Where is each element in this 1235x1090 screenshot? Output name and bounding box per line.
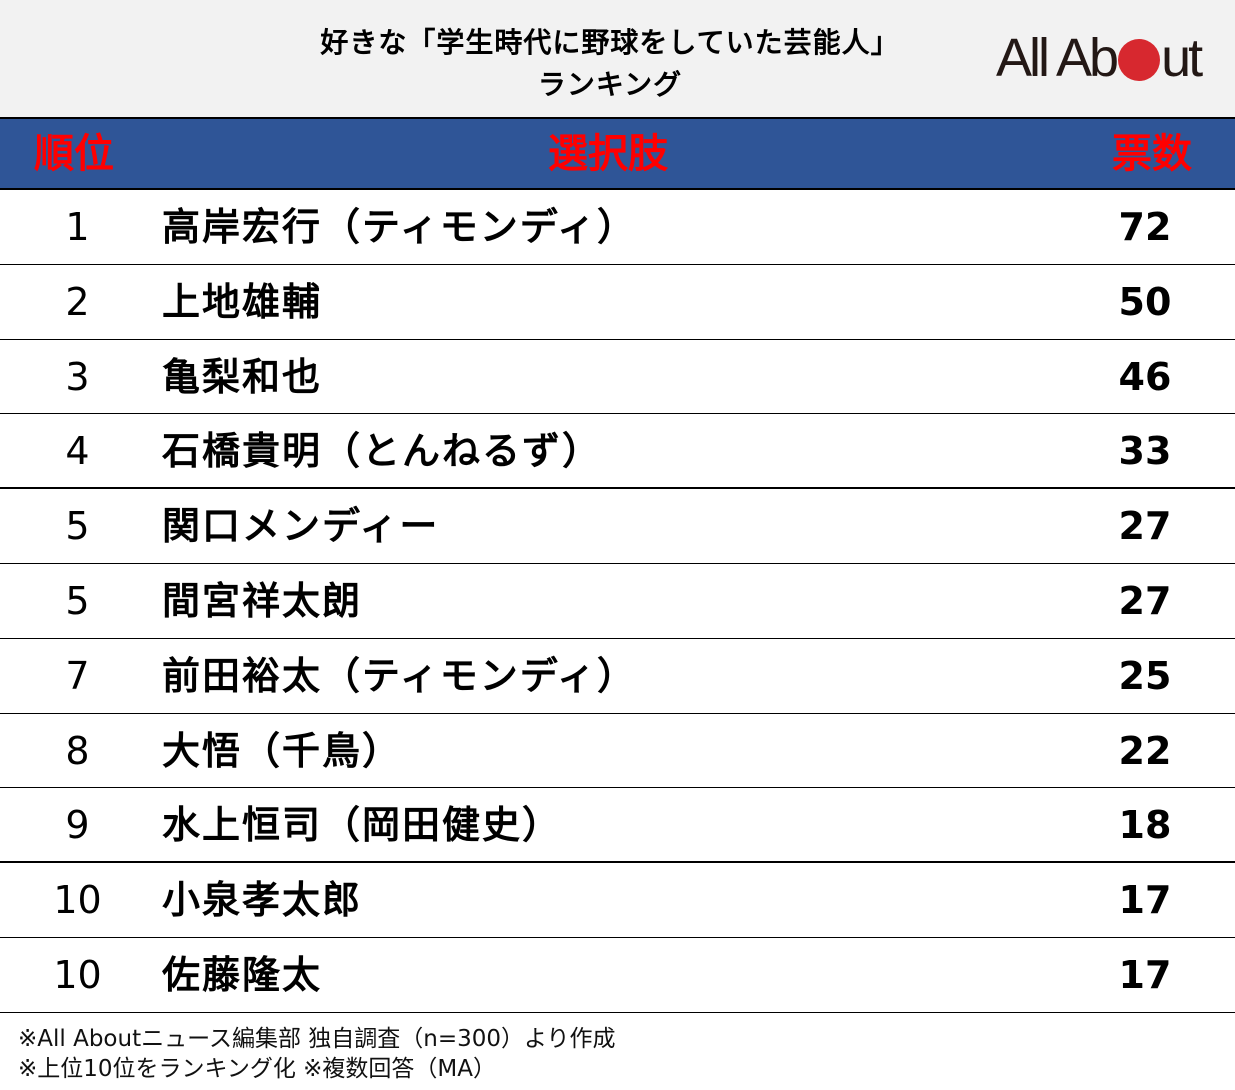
rank-cell: 2 — [65, 279, 90, 324]
votes-cell: 27 — [1118, 504, 1172, 549]
ranking-table: 1 高岸宏行（ティモンディ） 72 2 上地雄輔 50 3 亀梨和也 46 4 … — [0, 190, 1235, 1013]
page-title: 好きな「学生時代に野球をしていた芸能人」 ランキング — [160, 22, 1060, 106]
rank-cell: 7 — [65, 653, 90, 698]
rank-cell: 10 — [53, 878, 102, 923]
table-row: 9 水上恒司（岡田健史） 18 — [0, 788, 1235, 864]
votes-cell: 25 — [1118, 653, 1172, 698]
all-about-logo: All Ab ut — [996, 28, 1203, 88]
table-row: 4 石橋貴明（とんねるず） 33 — [0, 414, 1235, 490]
title-line-2: ランキング — [537, 68, 683, 101]
votes-cell: 50 — [1118, 279, 1172, 324]
rank-cell: 5 — [65, 504, 90, 549]
name-cell: 高岸宏行（ティモンディ） — [162, 205, 638, 249]
logo-text-right: ut — [1161, 28, 1203, 88]
rank-cell: 5 — [65, 578, 90, 623]
name-cell: 上地雄輔 — [162, 279, 323, 324]
rank-cell: 10 — [53, 952, 102, 997]
rank-cell: 9 — [65, 803, 90, 848]
header-votes: 票数 — [1112, 131, 1192, 177]
votes-cell: 22 — [1118, 728, 1172, 773]
table-row: 10 小泉孝太郎 17 — [0, 863, 1235, 938]
header-rank: 順位 — [34, 131, 114, 177]
name-cell: 亀梨和也 — [162, 354, 323, 399]
rank-cell: 4 — [65, 429, 90, 474]
rank-cell: 3 — [65, 354, 90, 399]
footnote-source: ※All Aboutニュース編集部 独自調査（n=300）より作成 — [18, 1026, 616, 1052]
name-cell: 小泉孝太郎 — [162, 878, 363, 923]
title-area: 好きな「学生時代に野球をしていた芸能人」 ランキング All Ab ut — [0, 0, 1235, 117]
table-row: 7 前田裕太（ティモンディ） 25 — [0, 639, 1235, 714]
name-cell: 佐藤隆太 — [162, 952, 323, 997]
table-row: 5 関口メンディー 27 — [0, 489, 1235, 564]
name-cell: 大悟（千鳥） — [162, 728, 403, 773]
name-cell: 関口メンディー — [162, 504, 440, 549]
votes-cell: 33 — [1118, 429, 1172, 474]
name-cell: 間宮祥太朗 — [162, 578, 363, 623]
footnotes: ※All Aboutニュース編集部 独自調査（n=300）より作成 ※上位10位… — [18, 1024, 616, 1084]
votes-cell: 17 — [1118, 952, 1172, 997]
votes-cell: 18 — [1118, 803, 1172, 848]
table-row: 5 間宮祥太朗 27 — [0, 564, 1235, 639]
votes-cell: 72 — [1118, 205, 1172, 249]
table-row: 8 大悟（千鳥） 22 — [0, 714, 1235, 789]
rank-cell: 8 — [65, 728, 90, 773]
logo-red-dot-icon — [1118, 39, 1161, 81]
table-row: 1 高岸宏行（ティモンディ） 72 — [0, 190, 1235, 265]
header-choice: 選択肢 — [548, 131, 668, 177]
votes-cell: 46 — [1118, 354, 1172, 399]
logo-text-left: All Ab — [996, 28, 1119, 88]
footnote-method: ※上位10位をランキング化 ※複数回答（MA） — [18, 1056, 497, 1082]
name-cell: 水上恒司（岡田健史） — [162, 803, 563, 848]
table-row: 10 佐藤隆太 17 — [0, 938, 1235, 1013]
rank-cell: 1 — [65, 205, 90, 249]
votes-cell: 27 — [1118, 578, 1172, 623]
table-row: 3 亀梨和也 46 — [0, 340, 1235, 415]
table-header: 順位 選択肢 票数 — [0, 117, 1235, 190]
title-line-1: 好きな「学生時代に野球をしていた芸能人」 — [320, 26, 900, 59]
votes-cell: 17 — [1118, 878, 1172, 923]
table-row: 2 上地雄輔 50 — [0, 265, 1235, 340]
name-cell: 石橋貴明（とんねるず） — [162, 429, 603, 474]
name-cell: 前田裕太（ティモンディ） — [162, 653, 638, 698]
